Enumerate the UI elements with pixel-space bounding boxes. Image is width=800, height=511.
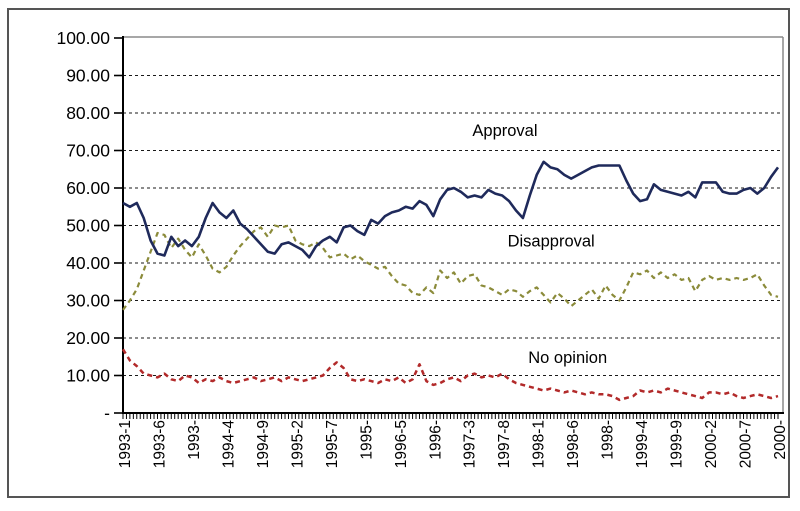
series-line-no-opinion bbox=[121, 348, 779, 402]
x-tick-label-1998-: 1998- bbox=[600, 420, 617, 460]
y-tick-label-90: 90.00 bbox=[66, 66, 110, 86]
data-series bbox=[121, 160, 780, 402]
x-tick-label-1995-2: 1995-2 bbox=[289, 420, 306, 468]
x-tick-label-1998-6: 1998-6 bbox=[565, 420, 582, 468]
x-tick-label-2000-2: 2000-2 bbox=[703, 420, 720, 468]
x-tick-label-1997-3: 1997-3 bbox=[462, 420, 479, 468]
x-tick-label-1996-: 1996- bbox=[427, 420, 444, 460]
series-label-disapproval: Disapproval bbox=[508, 233, 595, 251]
series-annotations: Approval Disapproval No opinion bbox=[472, 122, 607, 367]
x-tick-label-1996-5: 1996-5 bbox=[393, 420, 410, 468]
gridlines bbox=[123, 75, 783, 376]
y-tick-label-70: 70.00 bbox=[66, 141, 110, 161]
x-tick-label-1993-6: 1993-6 bbox=[151, 420, 168, 468]
series-line-disapproval bbox=[122, 224, 779, 311]
series-label-approval: Approval bbox=[472, 122, 537, 140]
y-tick-label-40: 40.00 bbox=[66, 253, 110, 273]
series-line-approval bbox=[122, 160, 780, 259]
x-tick-label-1997-8: 1997-8 bbox=[496, 420, 513, 468]
x-tick-label-1994-9: 1994-9 bbox=[255, 420, 272, 468]
y-tick-label-80: 80.00 bbox=[66, 103, 110, 123]
x-tick-label-1994-4: 1994-4 bbox=[220, 420, 237, 469]
y-tick-label-20: 20.00 bbox=[66, 328, 110, 348]
x-tick-label-2000-: 2000- bbox=[772, 420, 789, 460]
y-axis-labels: 100.00 90.00 80.00 70.00 60.00 50.00 40.00 30.0… bbox=[56, 28, 110, 423]
y-tick-label-60: 60.00 bbox=[66, 178, 110, 198]
y-tick-label-50: 50.00 bbox=[66, 216, 110, 236]
x-tick-label-1999-4: 1999-4 bbox=[634, 420, 651, 469]
x-tick-label-1993-: 1993- bbox=[186, 420, 203, 460]
series-label-no-opinion: No opinion bbox=[528, 349, 607, 367]
plot-border bbox=[123, 36, 784, 413]
x-axis-labels: 1993-1 1993-6 1993- 1994-4 1994-9 1995-2 1995-… bbox=[117, 420, 789, 469]
y-tick-label-100: 100.00 bbox=[56, 28, 110, 48]
x-tick-label-1995-: 1995- bbox=[358, 420, 375, 460]
x-tick-label-1995-7: 1995-7 bbox=[324, 420, 341, 468]
y-tick-label-0: - bbox=[104, 403, 110, 423]
x-tick-label-1998-1: 1998-1 bbox=[531, 420, 548, 468]
y-axis-ticks bbox=[114, 37, 123, 414]
y-tick-label-30: 30.00 bbox=[66, 291, 110, 311]
x-tick-label-2000-7: 2000-7 bbox=[738, 420, 755, 468]
x-tick-label-1999-9: 1999-9 bbox=[669, 420, 686, 468]
y-tick-label-10: 10.00 bbox=[66, 366, 110, 386]
x-tick-label-1993-1: 1993-1 bbox=[117, 420, 134, 468]
